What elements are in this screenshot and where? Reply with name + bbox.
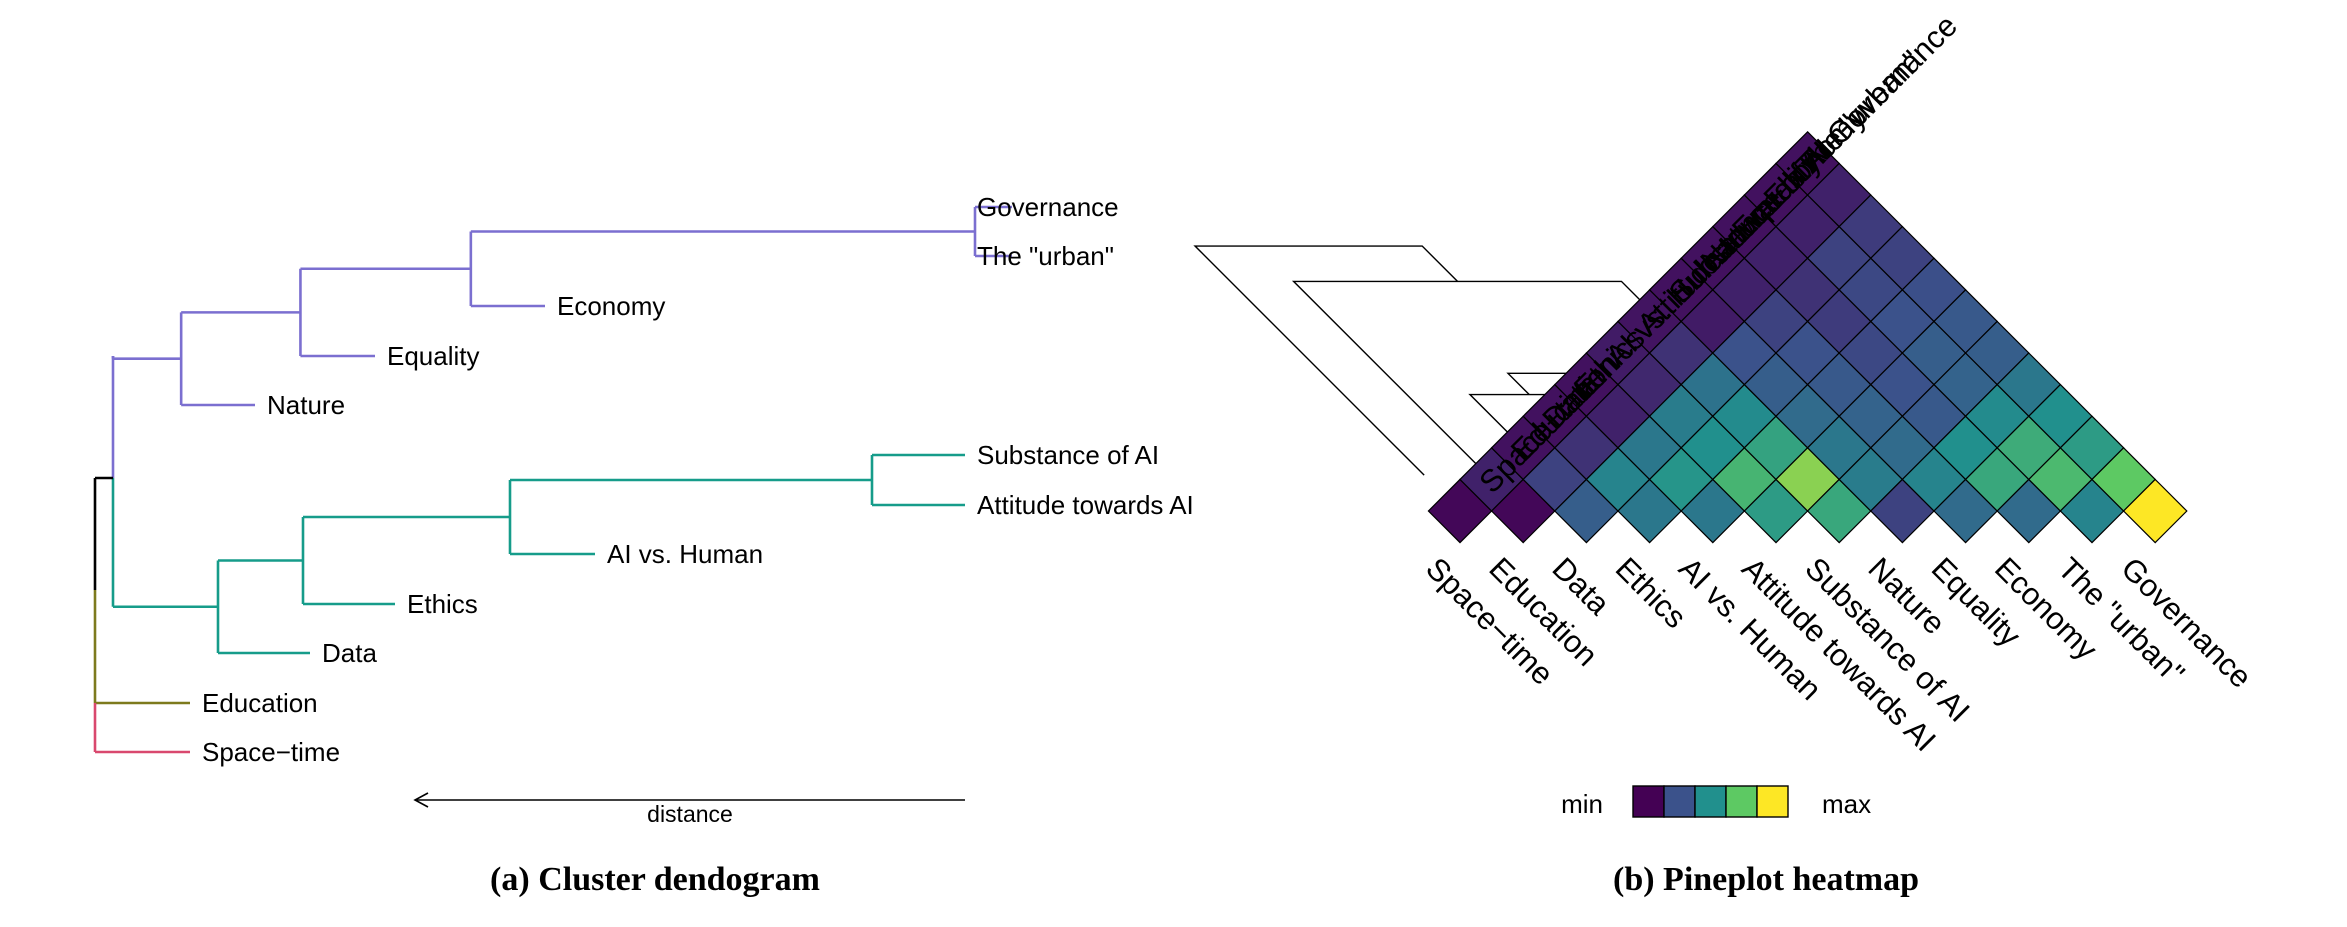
pineplot-heatmap xyxy=(1427,130,2188,544)
dendrogram-leaf-label: Governance xyxy=(977,192,1119,222)
legend-swatch xyxy=(1632,785,1665,818)
legend-swatch xyxy=(1756,785,1789,818)
dendrogram-leaf-label: The "urban" xyxy=(977,241,1114,271)
cluster-dendrogram: Governance The "urban" Economy Equality Natu… xyxy=(93,192,1194,767)
heatmap-caption: (b) Pineplot heatmap xyxy=(1613,861,1919,898)
heatmap-cell xyxy=(2122,478,2188,544)
heatmap-bottom-label: Ethics xyxy=(1609,551,1693,635)
legend-max-label: max xyxy=(1822,789,1871,819)
dendrogram-leaf-label: Equality xyxy=(387,341,480,371)
heatmap-legend: min max xyxy=(1561,785,1871,819)
legend-swatch xyxy=(1725,785,1758,818)
dendrogram-leaf-label: Ethics xyxy=(407,589,478,619)
dendrogram-leaf-label: Data xyxy=(322,638,377,668)
heatmap-top-label: Governance xyxy=(1820,8,1964,152)
dendrogram-leaf-label: AI vs. Human xyxy=(607,539,763,569)
legend-min-label: min xyxy=(1561,789,1603,819)
heatmap-dendrogram-branch xyxy=(1193,245,1459,476)
dendrogram-leaf-label: Nature xyxy=(267,390,345,420)
dendrogram-leaf-label: Attitude towards AI xyxy=(977,490,1194,520)
legend-swatch xyxy=(1663,785,1696,818)
legend-swatch xyxy=(1694,785,1727,818)
dendrogram-leaf-label: Education xyxy=(202,688,318,718)
distance-axis-label: distance xyxy=(647,801,733,827)
dendrogram-leaf-label: Substance of AI xyxy=(977,440,1159,470)
dendrogram-caption: (a) Cluster dendogram xyxy=(490,861,820,898)
dendrogram-leaf-label: Space−time xyxy=(202,737,340,767)
dendrogram-leaf-label: Economy xyxy=(557,291,665,321)
distance-axis: distance xyxy=(413,792,965,827)
legend-swatches xyxy=(1632,785,1789,818)
